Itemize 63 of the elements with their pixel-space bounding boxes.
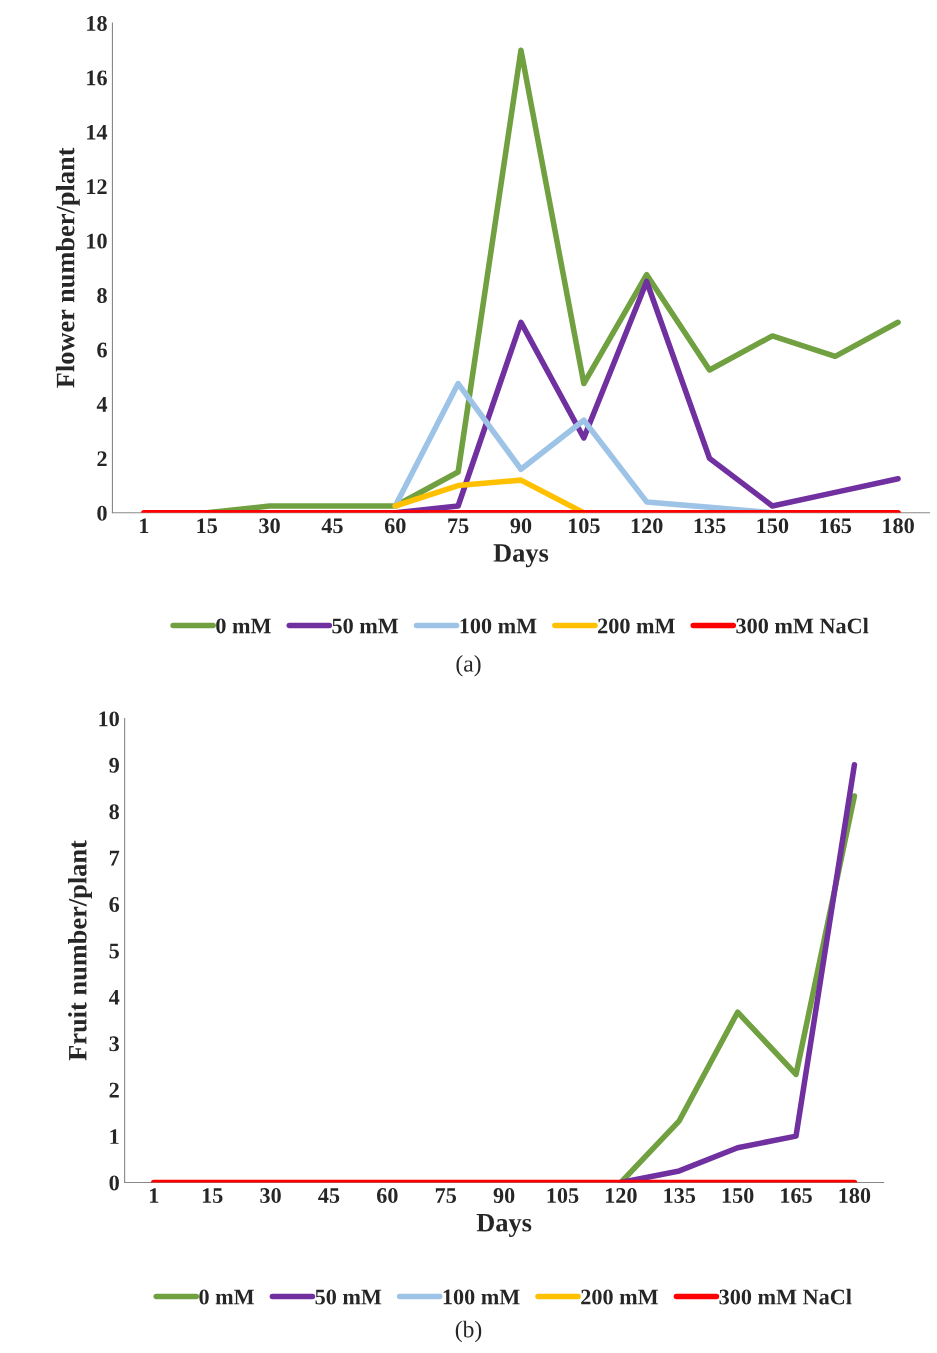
y-tick-label: 4 [96, 397, 108, 412]
x-tick-label: 60 [384, 518, 406, 534]
y-tick-label: 0 [97, 505, 107, 521]
x-tick-label: 120 [605, 1188, 637, 1204]
x-tick-label: 15 [202, 1188, 223, 1204]
x-tick-label: 165 [820, 518, 852, 534]
y-tick-label: 7 [109, 850, 120, 866]
x-tick-label: 75 [435, 1188, 457, 1204]
legend-label: 300 mM NaCl [736, 617, 869, 634]
y-tick-label: 3 [109, 1036, 119, 1052]
y-tick-label: 8 [109, 804, 120, 820]
y-tick-label: 16 [87, 70, 107, 86]
x-tick-label: 165 [781, 1188, 812, 1204]
y-tick-label: 2 [109, 1082, 119, 1098]
legend-label: 200 mM [581, 1289, 658, 1305]
y-tick-label: 2 [97, 451, 107, 467]
x-tick-label: 105 [568, 518, 600, 534]
y-tick-label: 4 [108, 989, 120, 1005]
y-tick-label: 12 [87, 179, 107, 194]
y-tick-label: 14 [87, 124, 108, 140]
x-tick-label: 180 [883, 518, 914, 534]
x-tick-label: 150 [757, 518, 789, 534]
x-tick-label: 90 [493, 1188, 515, 1204]
x-tick-label: 45 [321, 518, 343, 534]
legend-label: 50 mM [315, 1289, 382, 1305]
x-axis-title: Days [493, 544, 549, 568]
y-tick-label: 8 [97, 288, 107, 304]
x-tick-label: 180 [839, 1188, 871, 1204]
y-tick-label: 6 [109, 897, 120, 912]
x-axis-title: Days [476, 1214, 532, 1238]
text: (b) [455, 1320, 482, 1343]
x-tick-label: 45 [318, 1188, 340, 1204]
x-tick-label: 150 [722, 1188, 754, 1204]
legend-label: 200 mM [598, 618, 675, 634]
x-tick-label: 75 [448, 518, 469, 534]
y-tick-label: 0 [109, 1175, 119, 1191]
x-tick-label: 30 [259, 518, 280, 534]
y-tick-label: 6 [97, 342, 107, 358]
x-tick-label: 15 [197, 518, 218, 534]
legend-label: 50 mM [332, 618, 399, 634]
x-tick-label: 135 [664, 1188, 696, 1204]
y-tick-label: 10 [87, 233, 107, 249]
legend-label: 0 mM [199, 1289, 254, 1305]
x-tick-label: 1 [140, 518, 149, 534]
legend-label: 300 mM NaCl [719, 1288, 852, 1305]
y-axis-title: Flower number/plant [55, 147, 80, 388]
x-tick-label: 1 [150, 1188, 159, 1203]
y-tick-label: 9 [109, 757, 119, 773]
x-tick-label: 90 [510, 518, 532, 534]
legend-label: 0 mM [216, 618, 271, 634]
x-tick-label: 120 [631, 518, 663, 534]
x-tick-label: 30 [260, 1188, 281, 1204]
y-tick-label: 18 [87, 15, 107, 31]
y-tick-label: 10 [99, 711, 119, 727]
y-tick-label: 5 [109, 943, 119, 959]
y-axis-title: Fruit number/plant [68, 840, 92, 1061]
y-tick-label: 1 [110, 1129, 119, 1144]
x-tick-label: 60 [376, 1188, 398, 1204]
x-tick-label: 105 [547, 1188, 579, 1204]
legend-label: 100 mM [443, 1289, 520, 1305]
x-tick-label: 135 [694, 518, 726, 534]
legend-label: 100 mM [460, 618, 537, 634]
text: (a) [456, 655, 481, 677]
